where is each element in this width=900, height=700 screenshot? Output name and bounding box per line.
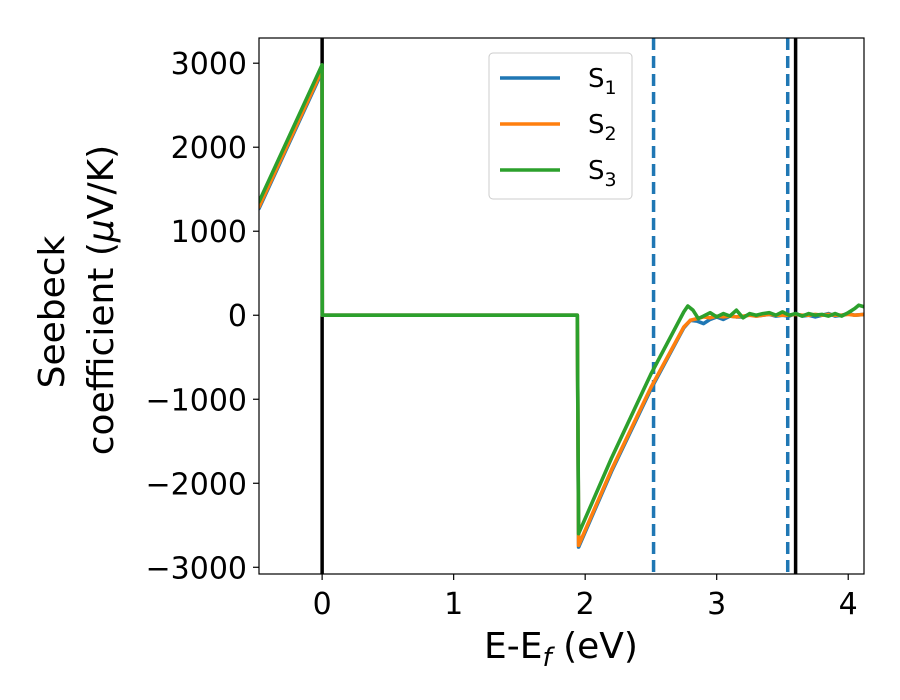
x-axis-label: E-Ef (eV) (484, 626, 638, 673)
legend-label-s2: S2 (588, 110, 617, 145)
x-tick-label: 2 (576, 587, 595, 622)
x-tick-label: 1 (444, 587, 463, 622)
y-axis-label-line2: coefficient (μV/K) (81, 145, 122, 455)
legend-entries: S1 S2 S3 (500, 64, 617, 191)
y-axis-ticks: 3000 2000 1000 0 −1000 −2000 −3000 (146, 47, 259, 586)
legend: S1 S2 S3 (488, 52, 633, 200)
y-axis-label-line1: Seebeck (32, 235, 73, 388)
y-tick-label: 3000 (171, 47, 247, 82)
legend-label-s3: S3 (588, 156, 617, 191)
y-tick-label: −1000 (146, 383, 247, 418)
y-tick-label: 1000 (171, 215, 247, 250)
x-axis-ticks: 0 1 2 3 4 (313, 574, 858, 622)
legend-label-s1: S1 (588, 64, 617, 99)
series-lines (259, 63, 864, 549)
plot-frame (258, 37, 865, 575)
y-tick-label: 2000 (171, 131, 247, 166)
y-tick-label: 0 (228, 299, 247, 334)
y-tick-label: −3000 (146, 551, 247, 586)
legend-box (488, 52, 633, 200)
x-tick-label: 3 (707, 587, 726, 622)
x-tick-label: 4 (839, 587, 858, 622)
x-tick-label: 0 (313, 587, 332, 622)
y-tick-label: −2000 (146, 467, 247, 502)
series-line-s3 (259, 63, 864, 536)
